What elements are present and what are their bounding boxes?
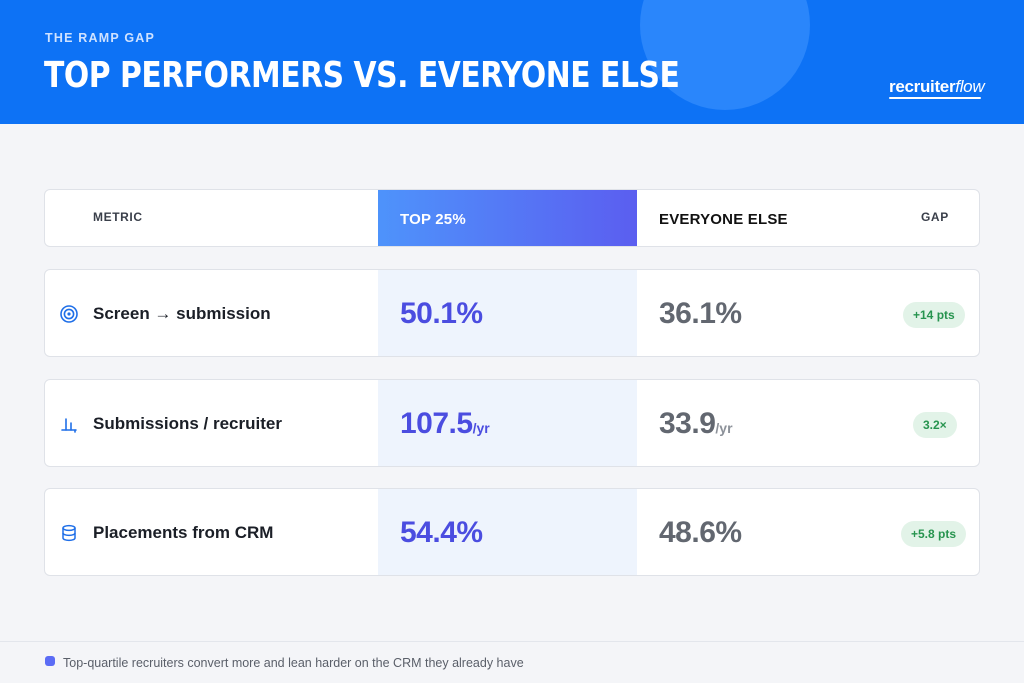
column-header-metric: METRIC [93, 210, 143, 224]
top-value: 54.4% [400, 516, 483, 550]
top-value: 50.1% [400, 297, 483, 331]
metric-name: Submissions / recruiter [93, 414, 282, 433]
table-row: Screen → submission 50.1% 36.1% +14 pts [44, 269, 980, 357]
top-value-cell: 50.1% [378, 270, 637, 356]
column-header-gap: GAP [921, 210, 949, 224]
logo-underline [889, 97, 981, 99]
footer-note: Top-quartile recruiters convert more and… [63, 656, 524, 670]
metric-name: Screen → submission [93, 304, 271, 323]
target-icon [59, 304, 79, 324]
column-header-top: TOP 25% [400, 211, 466, 228]
top-value-unit: /yr [472, 420, 490, 436]
table-row: Placements from CRM 54.4% 48.6% +5.8 pts [44, 488, 980, 576]
top-value-number: 50.1% [400, 297, 483, 330]
kicker-label: THE RAMP GAP [45, 31, 156, 45]
logo-main-text: recruiter [889, 77, 956, 96]
logo-accent-text: flow [955, 77, 985, 96]
else-value-number: 36.1% [659, 297, 742, 330]
metric-name: Placements from CRM [93, 523, 274, 542]
top-value-cell: 107.5/yr [378, 380, 637, 466]
database-icon [59, 523, 79, 543]
table-row: Submissions / recruiter 107.5/yr 33.9/yr… [44, 379, 980, 467]
else-value-number: 33.9 [659, 407, 716, 440]
top-value: 107.5/yr [400, 407, 490, 441]
top-value-number: 107.5 [400, 407, 473, 440]
column-header-else: EVERYONE ELSE [659, 211, 788, 228]
footer-bullet-icon [45, 656, 55, 666]
else-value-number: 48.6% [659, 516, 742, 549]
bar-chart-icon [59, 414, 79, 434]
else-value: 48.6% [659, 516, 742, 550]
top-value-cell: 54.4% [378, 489, 637, 575]
page-title: TOP PERFORMERS VS. EVERYONE ELSE [44, 55, 680, 96]
header-banner: THE RAMP GAP TOP PERFORMERS VS. EVERYONE… [0, 0, 1024, 124]
top-value-number: 54.4% [400, 516, 483, 549]
brand-logo: recruiterflow [889, 77, 985, 99]
table-header: METRIC TOP 25% EVERYONE ELSE GAP [44, 189, 980, 247]
else-value: 33.9/yr [659, 407, 733, 441]
gap-badge: +14 pts [903, 302, 965, 328]
gap-badge: 3.2× [913, 412, 957, 438]
else-value-unit: /yr [715, 420, 733, 436]
gap-badge: +5.8 pts [901, 521, 967, 547]
footer-divider [0, 641, 1024, 642]
else-value: 36.1% [659, 297, 742, 331]
top-column-header-cell: TOP 25% [378, 190, 637, 246]
